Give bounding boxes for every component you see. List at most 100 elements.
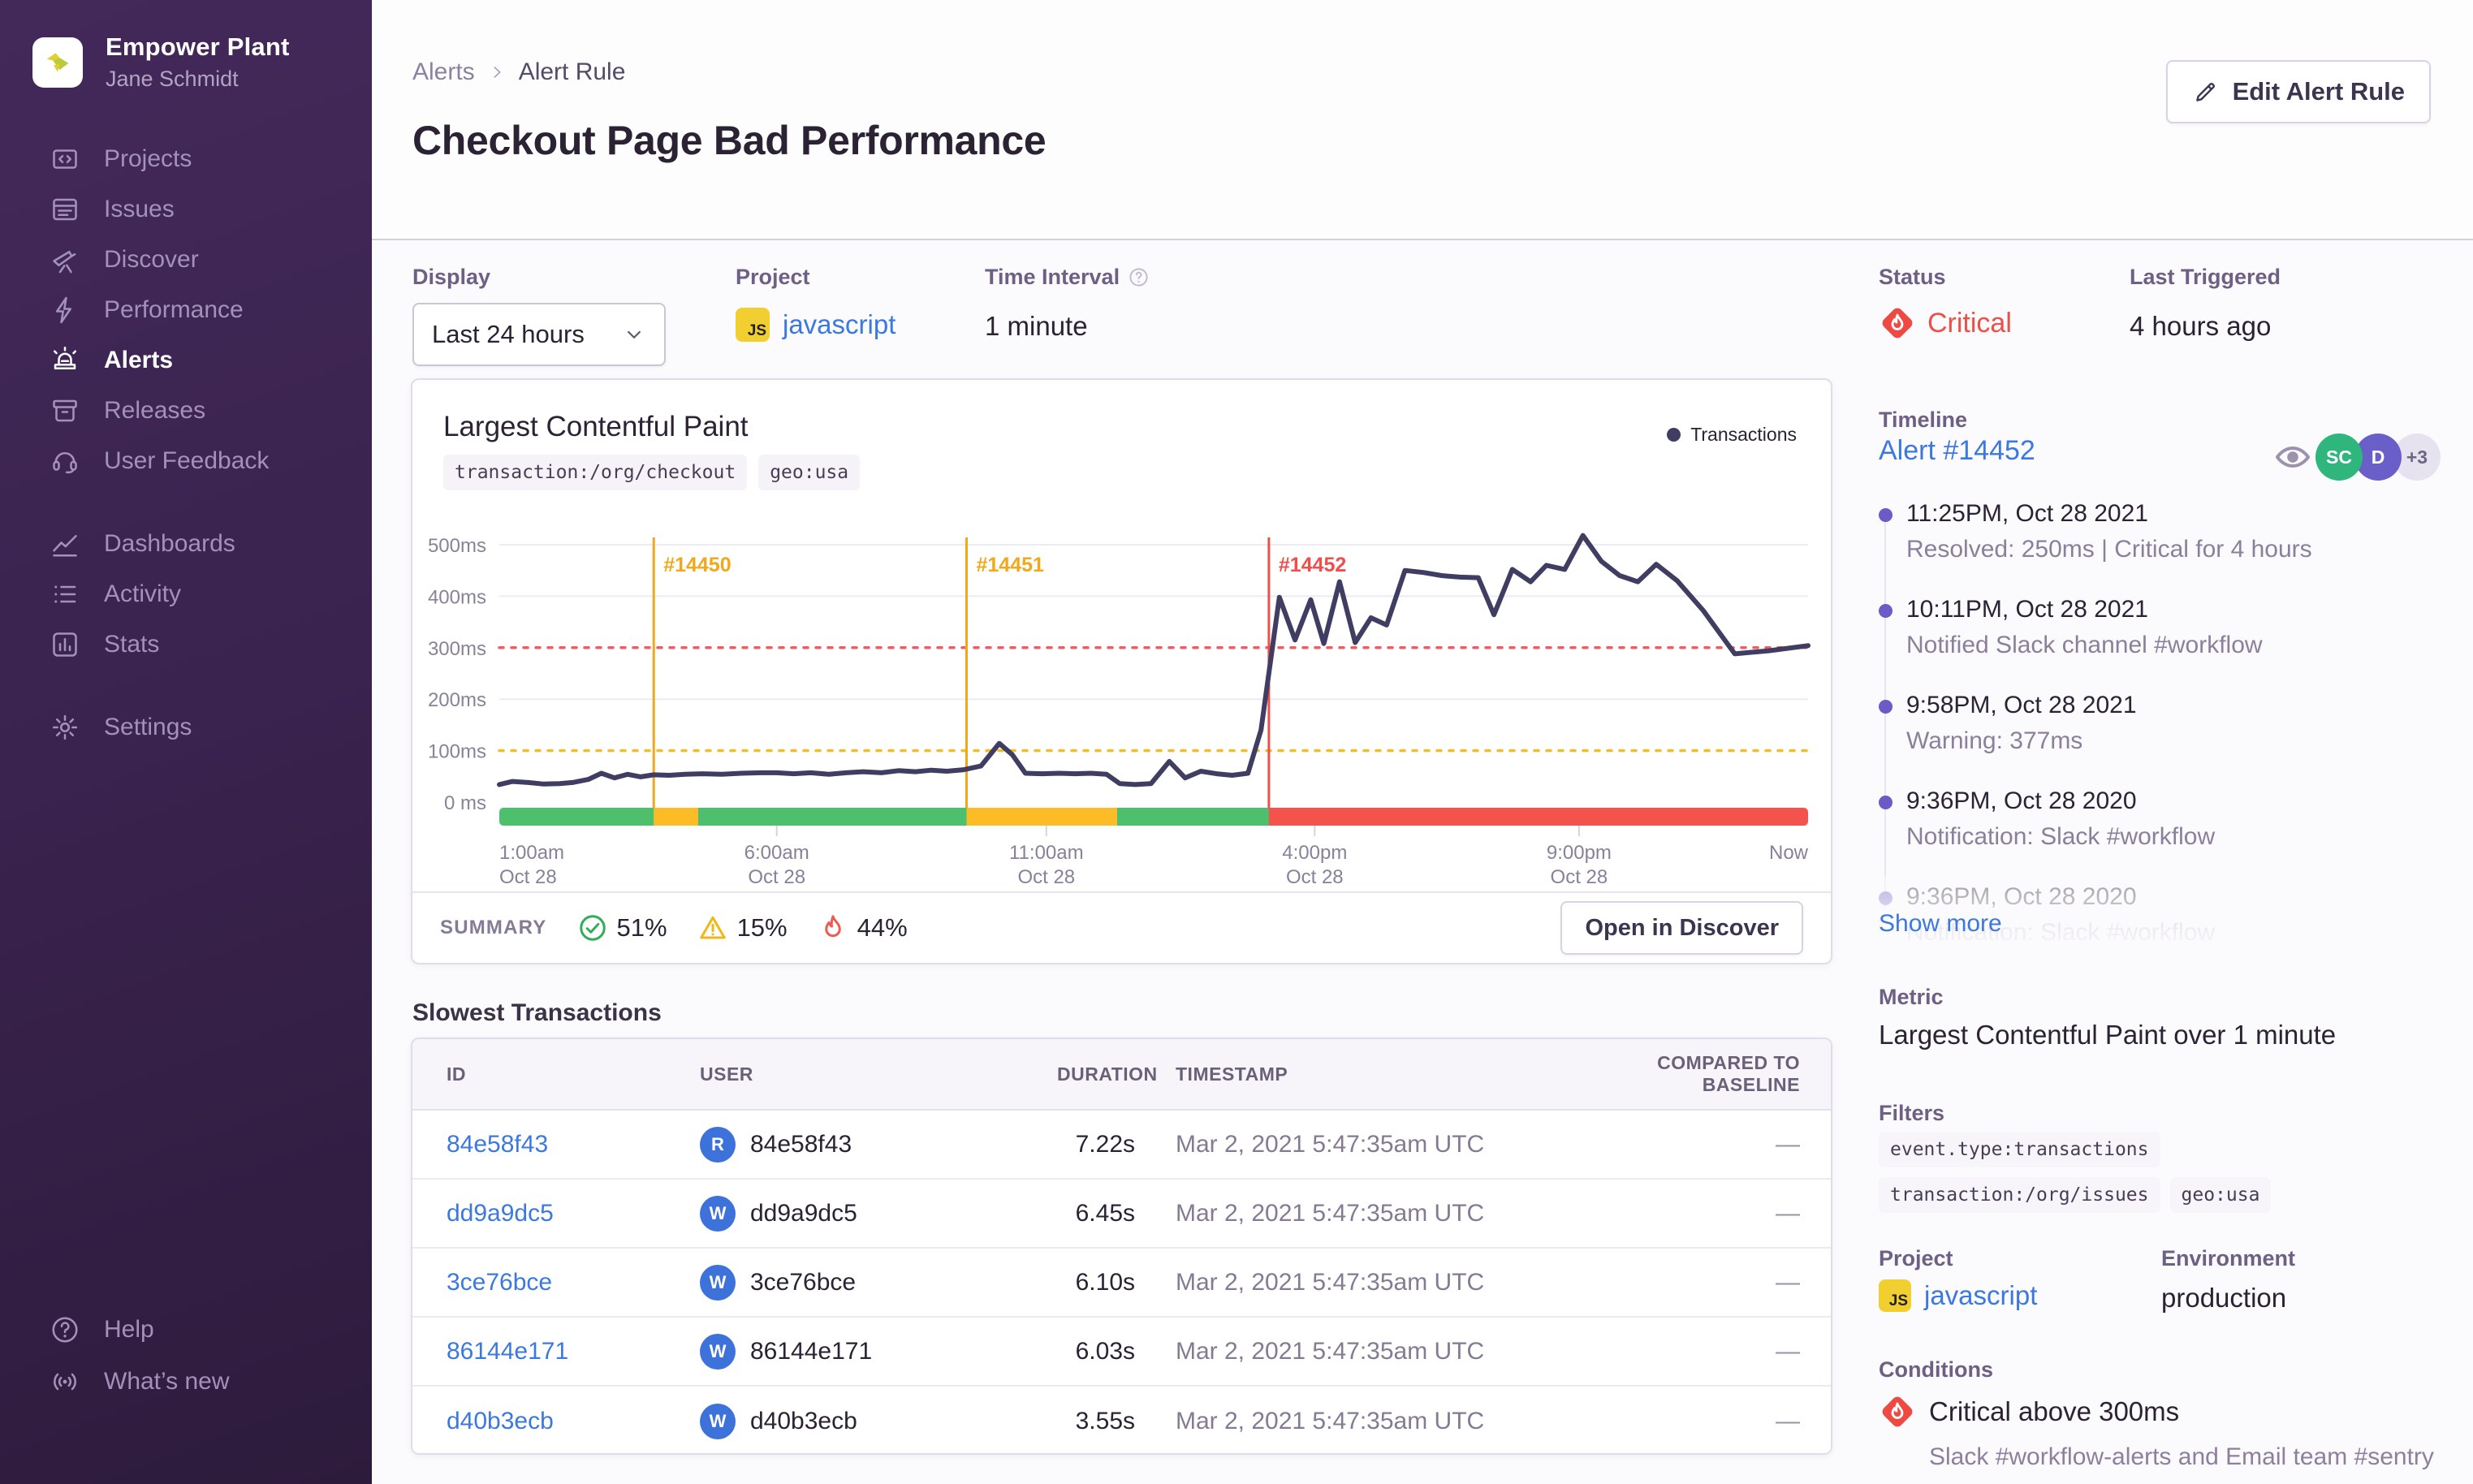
open-in-discover-button[interactable]: Open in Discover [1560,901,1803,955]
table-row[interactable]: 86144e171 W 86144e171 6.03s Mar 2, 2021 5:47… [412,1318,1831,1387]
sidebar-item-stats[interactable]: Stats [0,619,372,670]
display-select[interactable]: Last 24 hours [412,303,666,366]
table-row[interactable]: 3ce76bce W 3ce76bce 6.10s Mar 2, 2021 5:47:3… [412,1249,1831,1318]
sidebar-item-label: Activity [104,580,182,607]
timeline-time: 10:11PM, Oct 28 2021 [1906,596,2148,623]
timeline-entry: 11:25PM, Oct 28 2021 Resolved: 250ms | Cr… [1879,500,2441,565]
summary-item: 51% [578,913,667,943]
summary-item: 44% [818,913,908,943]
edit-alert-rule-label: Edit Alert Rule [2232,77,2405,106]
eye-icon [2273,438,2312,477]
org-name: Empower Plant [106,32,290,61]
user-avatar: W [700,1195,736,1232]
summary-label: SUMMARY [440,917,547,938]
watchers: SC D +3 [2273,434,2441,481]
issues-icon [50,195,80,224]
org-logo-icon [32,37,83,88]
dashboards-icon [50,529,80,559]
baseline-cell: — [1776,1407,1800,1434]
sidebar-item-label: Settings [104,714,192,740]
sidebar-item-dashboards[interactable]: Dashboards [0,519,372,569]
filter-chip: event.type:transactions [1879,1132,2160,1167]
sidebar-item-issues[interactable]: Issues [0,184,372,235]
project-control: Project JS javascript [736,265,896,342]
column-header: TIMESTAMP [1176,1063,1288,1085]
timestamp-cell: Mar 2, 2021 5:47:35am UTC [1176,1337,1485,1365]
svg-text:0 ms: 0 ms [444,792,486,814]
slowest-transactions-heading: Slowest Transactions [412,999,662,1026]
sidebar-item-label: Dashboards [104,530,235,557]
baseline-cell: — [1776,1268,1800,1296]
detail-project-link[interactable]: javascript [1924,1280,2038,1310]
sidebar-item-settings[interactable]: Settings [0,702,372,753]
svg-text:100ms: 100ms [428,741,486,763]
watcher-avatar: SC [2315,434,2363,481]
timeline-bullet-icon [1879,700,1893,714]
transaction-id-link[interactable]: d40b3ecb [447,1407,554,1434]
performance-icon [50,296,80,325]
breadcrumb-current: Alert Rule [518,58,626,85]
filter-chips: event.type:transactions transaction:/org/… [1879,1132,2447,1213]
timeline: 11:25PM, Oct 28 2021 Resolved: 250ms | Cr… [1871,500,2449,971]
transaction-id-link[interactable]: 84e58f43 [447,1130,549,1158]
sidebar-item-activity[interactable]: Activity [0,569,372,619]
sidebar-item-help[interactable]: Help [0,1304,372,1356]
transaction-id-link[interactable]: 86144e171 [447,1337,569,1365]
sidebar-item-performance[interactable]: Performance [0,285,372,335]
legend-label: Transactions [1690,424,1797,445]
timeline-detail: Resolved: 250ms | Critical for 4 hours [1906,536,2312,563]
svg-text:Now: Now [1769,842,1809,864]
edit-alert-rule-button[interactable]: Edit Alert Rule [2165,60,2431,123]
breadcrumb-alerts-link[interactable]: Alerts [412,58,475,85]
svg-text:Oct 28: Oct 28 [748,866,805,888]
user-avatar: W [700,1333,736,1370]
nav-group: Dashboards Activity Stats [0,519,372,670]
page-content: Display Last 24 hours Project JS javascr… [372,242,2473,1484]
nav-group: Settings [0,702,372,753]
svg-text:1:00am: 1:00am [499,842,564,864]
javascript-platform-icon: JS [1879,1279,1911,1312]
show-more-link[interactable]: Show more [1879,910,2002,937]
transaction-id-link[interactable]: 3ce76bce [447,1268,553,1296]
sidebar-item-discover[interactable]: Discover [0,235,372,285]
sidebar-nav: Projects Issues Discover Performance Alerts R… [0,134,372,753]
check-circle-icon [578,913,607,943]
user-name: dd9a9dc5 [750,1199,857,1227]
sidebar-item-label: Issues [104,196,175,222]
project-link[interactable]: javascript [783,309,896,339]
duration-cell: 3.55s [1075,1407,1135,1434]
user-name: d40b3ecb [750,1407,857,1434]
sidebar-item-user-feedback[interactable]: User Feedback [0,436,372,486]
org-user: Jane Schmidt [106,67,239,91]
chart-card: Largest Contentful Paint transaction:/or… [411,378,1832,964]
transaction-id-link[interactable]: dd9a9dc5 [447,1199,554,1227]
timeline-entry: 10:11PM, Oct 28 2021 Notified Slack chann… [1879,596,2441,661]
time-interval-value: 1 minute [985,311,1088,341]
metric-value: Largest Contentful Paint over 1 minute [1879,1020,2337,1050]
timeline-detail: Notification: Slack #workflow [1906,823,2216,850]
user-avatar: W [700,1403,736,1439]
sidebar-item-alerts[interactable]: Alerts [0,335,372,386]
time-interval-control: Time Interval 1 minute [985,265,1150,342]
table-row[interactable]: 84e58f43 R 84e58f43 7.22s Mar 2, 2021 5:47:3… [412,1111,1831,1180]
user-avatar: R [700,1126,736,1163]
timestamp-cell: Mar 2, 2021 5:47:35am UTC [1176,1130,1485,1158]
user-name: 86144e171 [750,1337,873,1365]
last-triggered-section: Last Triggered 4 hours ago [2130,265,2281,342]
column-header: ID [447,1063,466,1085]
org-switcher[interactable]: Empower Plant Jane Schmidt [0,0,372,92]
sidebar-item-what-s-new[interactable]: What’s new [0,1356,372,1408]
page-title: Checkout Page Bad Performance [412,118,1047,163]
sidebar-item-label: What’s new [104,1368,230,1395]
sidebar-item-releases[interactable]: Releases [0,386,372,436]
detail-project-label: Project [1879,1246,1953,1270]
svg-text:#14450: #14450 [663,554,731,576]
sidebar-item-projects[interactable]: Projects [0,134,372,184]
alert-number-link[interactable]: Alert #14452 [1879,435,2035,466]
timestamp-cell: Mar 2, 2021 5:47:35am UTC [1176,1407,1485,1434]
sidebar-item-label: Alerts [104,347,174,373]
help-circle-icon[interactable] [1128,266,1150,288]
status-section: Status Critical [1879,265,2012,342]
